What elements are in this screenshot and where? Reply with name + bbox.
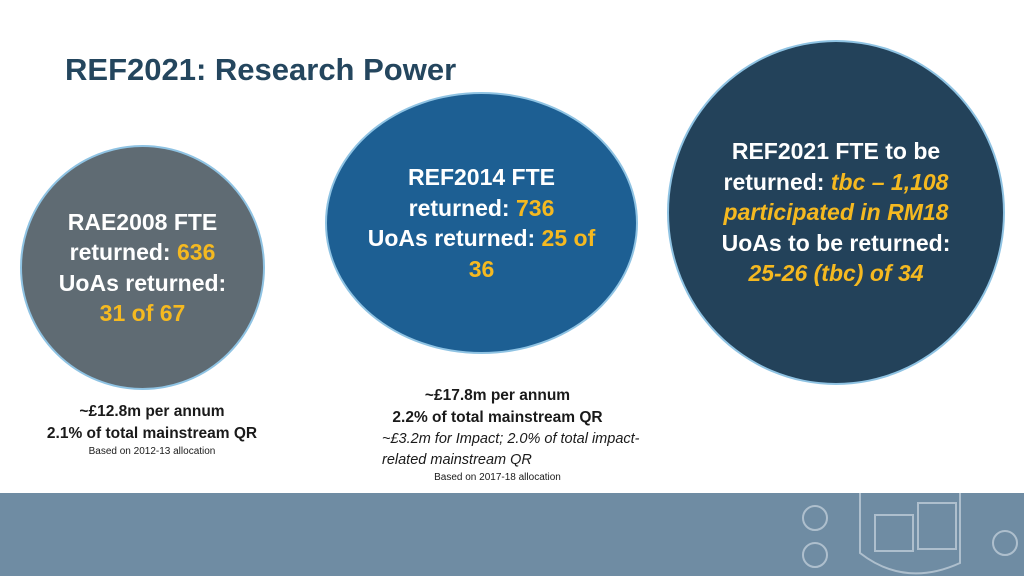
circle: RAE2008 FTE returned: 636 UoAs returned:… [20, 145, 265, 390]
circle-text: REF2014 FTE returned: [408, 164, 555, 221]
footer-band [0, 493, 1024, 576]
caption-line: 2.2% of total mainstream QR [392, 409, 603, 426]
caption: ~£12.8m per annum 2.1% of total mainstrea… [22, 401, 282, 459]
caption-line: ~£17.8m per annum [424, 387, 571, 404]
circle-text: 31 of 67 [99, 300, 186, 326]
slide-title: REF2021: Research Power [65, 52, 457, 87]
circle-text: 25 of 36 [468, 225, 596, 282]
circle-text: REF2021 FTE to be returned: [723, 138, 941, 195]
caption-line: 2.1% of total mainstream QR [46, 425, 258, 442]
circle-text: 25-26 (tbc) of 34 [748, 260, 924, 287]
circle-text: 636 [176, 239, 216, 265]
caption-line: ~£12.8m per annum [79, 403, 225, 420]
circle-text: RAE2008 FTE returned: [67, 208, 218, 266]
caption: ~£17.8m per annum 2.2% of total mainstrea… [330, 385, 665, 485]
circle-text: UoAs to be returned: [721, 229, 951, 256]
circle-text: tbc – 1,108 participated in RM18 [723, 168, 949, 226]
circle-text: 736 [515, 194, 555, 221]
caption-impact: ~£3.2m for Impact; 2.0% of total impact-… [382, 431, 640, 468]
caption-note: Based on 2017-18 allocation [434, 472, 561, 483]
circle-text: UoAs returned: [367, 225, 536, 251]
crest [802, 493, 1018, 575]
caption-note: Based on 2012-13 allocation [88, 446, 216, 457]
circle: REF2014 FTE returned: 736 UoAs returned:… [325, 92, 638, 354]
circle-text: UoAs returned: [58, 269, 227, 296]
circle: REF2021 FTE to be returned: tbc – 1,108 … [667, 40, 1005, 385]
